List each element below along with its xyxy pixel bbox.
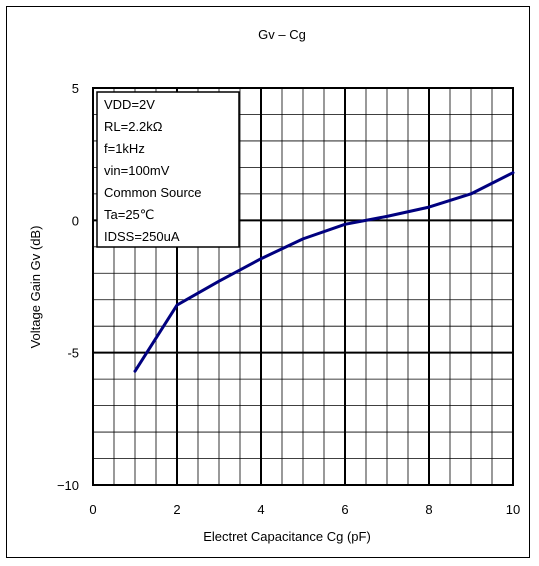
- minor-grid: [93, 88, 513, 485]
- series-line: [133, 171, 515, 373]
- y-tick-label: 5: [72, 81, 79, 96]
- x-tick-labels: 0 2 4 6 8 10: [89, 502, 520, 517]
- conditions-box-border: [96, 91, 240, 248]
- x-axis-label: Electret Capacitance Cg (pF): [203, 529, 371, 544]
- x-tick-label: 8: [425, 502, 432, 517]
- y-tick-label: -5: [67, 346, 79, 361]
- conditions-box: VDD=2V RL=2.2kΩ f=1kHz vin=100mV Common …: [96, 91, 240, 248]
- condition-rl: RL=2.2kΩ: [104, 119, 163, 134]
- x-tick-label: 6: [341, 502, 348, 517]
- x-tick-label: 0: [89, 502, 96, 517]
- x-tick-label: 2: [173, 502, 180, 517]
- plot-area-border: [92, 87, 514, 486]
- condition-ta: Ta=25℃: [104, 207, 154, 222]
- y-tick-labels: 5 0 -5 −10: [57, 81, 79, 493]
- condition-mode: Common Source: [104, 185, 202, 200]
- y-tick-label: 0: [72, 213, 79, 228]
- y-axis-label: Voltage Gain Gv (dB): [28, 226, 43, 349]
- y-tick-label: −10: [57, 478, 79, 493]
- series-layer: [133, 171, 515, 373]
- x-tick-label: 4: [257, 502, 264, 517]
- x-tick-label: 10: [506, 502, 520, 517]
- condition-vdd: VDD=2V: [104, 97, 155, 112]
- condition-vin: vin=100mV: [104, 163, 170, 178]
- condition-f: f=1kHz: [104, 141, 145, 156]
- condition-idss: IDSS=250uA: [104, 229, 180, 244]
- chart-title: Gv – Cg: [258, 27, 306, 42]
